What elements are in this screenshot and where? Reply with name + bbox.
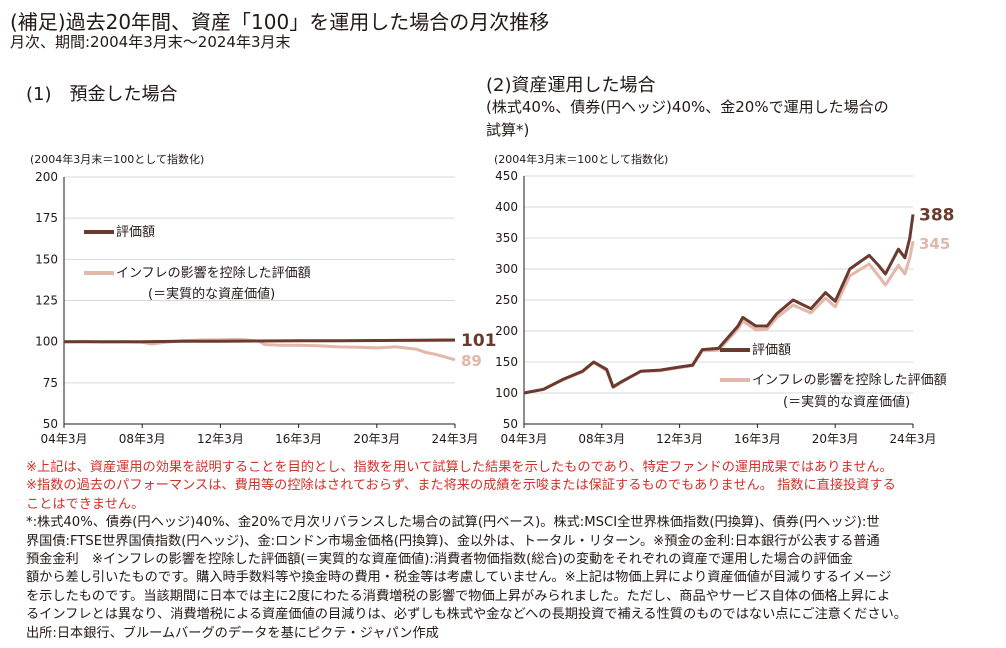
y-tick-label: 100 — [495, 386, 518, 400]
x-tick-label: 16年3月 — [275, 432, 322, 446]
note-line-3: 預金金利 ※インフレの影響を控除した評価額(＝実質的な資産価値):消費者物価指数… — [26, 552, 853, 568]
right-panel-heading: (2)資産運用した場合 — [486, 75, 656, 96]
y-tick-label: 100 — [35, 335, 58, 349]
y-tick-label: 300 — [495, 262, 518, 276]
unit-note: (2004年3月末＝100として指数化) — [30, 152, 204, 166]
end-label-nominal: 388 — [919, 205, 955, 225]
left-panel-heading: (1) 預金した場合 — [26, 84, 178, 105]
legend-label-nominal: 評価額 — [752, 343, 791, 358]
unit-note: (2004年3月末＝100として指数化) — [494, 152, 668, 166]
y-tick-label: 400 — [495, 200, 518, 214]
end-label-nominal: 101 — [461, 331, 497, 351]
x-tick-label: 08年3月 — [119, 432, 166, 446]
note-line-6: るインフレとは異なり、消費増税による資産価値の目減りは、必ずしも株式や金などへの… — [26, 607, 907, 623]
y-tick-label: 75 — [43, 376, 58, 390]
y-tick-label: 125 — [35, 294, 58, 308]
source-line: 出所:日本銀行、ブルームバーグのデータを基にピクテ・ジャパン作成 — [26, 625, 439, 641]
x-tick-label: 08年3月 — [578, 432, 625, 446]
note-line-4: 額から差し引いたものです。購入時手数料等や換金時の費用・税金等は考慮していません… — [26, 570, 892, 586]
period-caption: 月次、期間:2004年3月末～2024年3月末 — [10, 33, 291, 51]
x-tick-label: 04年3月 — [41, 432, 88, 446]
x-tick-label: 24年3月 — [432, 432, 479, 446]
x-tick-label: 12年3月 — [197, 432, 244, 446]
y-tick-label: 175 — [35, 211, 58, 225]
y-tick-label: 200 — [495, 324, 518, 338]
note-line-2: 界国債:FTSE世界国債指数(円ヘッジ)、金:ロンドン市場金価格(円換算)、金以… — [26, 533, 880, 549]
legend-label-real-note: (＝実質的な資産価値) — [783, 394, 910, 410]
x-tick-label: 20年3月 — [812, 432, 859, 446]
x-tick-label: 16年3月 — [734, 432, 781, 446]
right-panel-subtitle-line2: 試算*) — [486, 121, 530, 139]
disclaimer-line-2: ※指数の過去のパフォーマンスは、費用等の控除はされておらず、また将来の成績を示唆… — [26, 478, 896, 494]
disclaimer-line-1: ※上記は、資産運用の効果を説明することを目的とし、指数を用いて試算した結果を示し… — [26, 460, 893, 475]
y-tick-label: 150 — [495, 355, 518, 369]
charts-canvas: (2004年3月末＝100として指数化) 50 75 100 125 150 175 200 0… — [30, 152, 955, 446]
y-tick-label: 150 — [35, 252, 58, 266]
x-tick-label: 12年3月 — [656, 432, 703, 446]
page-title: (補足)過去20年間、資産「100」を運用した場合の月次推移 — [10, 10, 550, 34]
y-tick-label: 350 — [495, 231, 518, 245]
y-tick-label: 450 — [495, 169, 518, 183]
series-line-nominal — [64, 338, 456, 344]
y-tick-label: 200 — [35, 170, 58, 184]
y-tick-label: 250 — [495, 293, 518, 307]
x-tick-label: 20年3月 — [353, 432, 400, 446]
footnotes: ※上記は、資産運用の効果を説明することを目的とし、指数を用いて試算した結果を示し… — [26, 459, 981, 643]
right-panel-subtitle-line1: (株式40%、債券(円ヘッジ)40%、金20%で運用した場合の — [486, 98, 889, 116]
y-tick-label: 50 — [43, 417, 58, 431]
x-tick-label: 24年3月 — [890, 432, 937, 446]
end-label-real: 345 — [919, 235, 950, 253]
note-line-5: を示したものです。当該期間に日本では主に2度にわたる消費増税の影響で物価上昇がみ… — [26, 588, 891, 604]
legend-label-real: インフレの影響を控除した評価額 — [116, 265, 311, 281]
disclaimer-line-3: ことはできません。 — [26, 496, 145, 512]
y-tick-label: 50 — [503, 417, 518, 431]
end-label-real: 89 — [461, 352, 482, 370]
x-tick-label: 04年3月 — [501, 432, 548, 446]
legend-label-nominal: 評価額 — [116, 225, 155, 240]
series-line-nominal — [523, 214, 915, 395]
legend-label-real-note: (＝実質的な資産価値) — [148, 286, 275, 302]
legend-label-real: インフレの影響を控除した評価額 — [752, 372, 947, 388]
note-line-1: *:株式40%、債券(円ヘッジ)40%、金20%で月次リバランスした場合の試算(… — [26, 515, 880, 531]
